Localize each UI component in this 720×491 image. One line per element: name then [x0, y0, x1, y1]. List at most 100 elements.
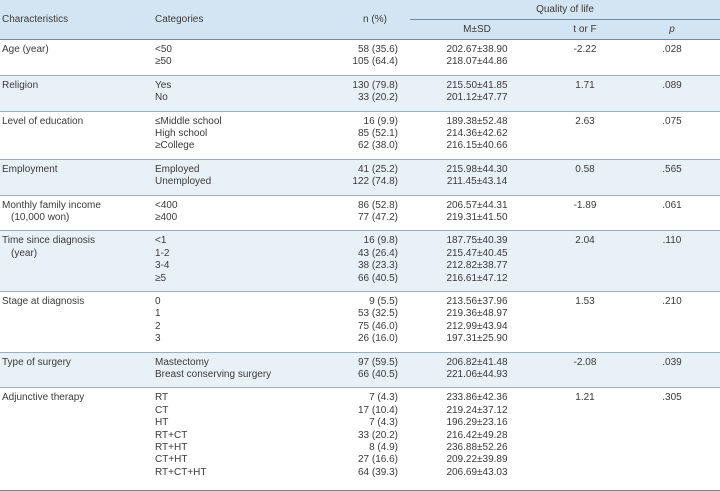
- mean-sd-cell: 189.38±52.48 214.36±42.62 216.15±40.66: [418, 116, 536, 153]
- n-percent-cell-line: 75 (46.0): [357, 320, 398, 332]
- p-value-cell: .210: [662, 296, 682, 307]
- p-value-cell: .110: [662, 235, 682, 247]
- n-percent-cell-line: 97 (59.5): [357, 356, 398, 368]
- category-cell-line: No: [155, 92, 168, 104]
- n-percent-cell-line: 122 (74.8): [352, 176, 398, 188]
- category-cell: <400 ≥400: [155, 200, 178, 225]
- mean-sd-cell-line: 212.99±43.94: [446, 320, 508, 332]
- mean-sd-cell-line: 209.22±39.89: [446, 454, 508, 466]
- mean-sd-cell-line: 219.24±37.12: [446, 404, 508, 416]
- n-percent-cell-line: 64 (39.3): [357, 466, 398, 478]
- characteristic-cell-line: Stage at diagnosis: [2, 296, 85, 307]
- n-percent-cell-line: 77 (47.2): [357, 212, 398, 223]
- p-value-cell: .028: [662, 44, 682, 55]
- n-percent-cell: 7 (4.3) 17 (10.4) 7 (4.3) 33 (20.2) 8 (4.9) 2…: [358, 392, 398, 479]
- category-cell: Yes No: [155, 80, 171, 105]
- header-n-percent: n (%): [363, 14, 387, 25]
- characteristic-cell: Adjunctive therapy: [2, 392, 84, 404]
- n-percent-cell: 41 (25.2) 122 (74.8): [352, 164, 398, 189]
- characteristic-cell: Monthly family income (10,000 won): [2, 200, 101, 225]
- mean-sd-cell-line: 215.98±44.30: [446, 163, 508, 175]
- t-or-f-cell: 2.63: [575, 115, 595, 127]
- characteristic-cell: Religion: [2, 80, 38, 92]
- table-row: Monthly family income (10,000 won) <400 ≥40…: [0, 196, 720, 231]
- characteristic-cell: Type of surgery: [2, 357, 71, 369]
- characteristic-cell: Stage at diagnosis: [2, 296, 84, 308]
- mean-sd-cell-line: 216.61±47.12: [446, 272, 508, 284]
- characteristic-cell-line: Level of education: [2, 115, 84, 127]
- mean-sd-cell-line: 206.82±41.48: [446, 356, 508, 368]
- category-cell-line: ≥400: [155, 212, 178, 223]
- mean-sd-cell-line: 215.47±40.45: [446, 247, 508, 259]
- n-percent-cell-line: 7 (4.3): [369, 417, 398, 429]
- mean-sd-cell-line: 196.29±23.16: [446, 417, 508, 429]
- header-categories: Categories: [155, 14, 204, 25]
- n-percent-cell-line: 8 (4.9): [369, 442, 398, 454]
- t-or-f-cell: -2.08: [573, 356, 597, 368]
- category-cell-line: <400: [155, 199, 178, 211]
- n-percent-cell: 58 (35.6) 105 (64.4): [352, 44, 398, 69]
- mean-sd-cell: 215.50±41.85 201.12±47.77: [418, 80, 536, 105]
- category-cell-line: CT: [155, 404, 169, 416]
- category-cell-line: RT+CT: [155, 429, 188, 441]
- table-row: Time since diagnosis (year) <1 1-2 3-4 ≥5 16 (…: [0, 231, 720, 291]
- characteristic-cell-line: Employment: [2, 163, 58, 175]
- mean-sd-cell-line: 206.57±44.31: [446, 199, 508, 211]
- n-percent-cell-line: 105 (64.4): [352, 56, 398, 68]
- mean-sd-cell-line: 202.67±38.90: [446, 44, 508, 55]
- n-percent-cell-line: 27 (16.6): [357, 454, 398, 466]
- p-value-cell: .075: [662, 115, 682, 127]
- t-or-f-cell: 0.58: [575, 163, 595, 175]
- mean-sd-cell-line: 236.88±52.26: [446, 442, 508, 454]
- category-cell-line: 1-2: [155, 247, 170, 259]
- category-cell-line: CT+HT: [155, 454, 188, 466]
- header-t-or-f: t or F: [573, 24, 597, 35]
- row-divider: [0, 351, 720, 353]
- characteristic-cell-line: Time since diagnosis: [2, 235, 96, 247]
- characteristic-cell: Employment: [2, 164, 58, 176]
- t-or-f-cell: 2.04: [575, 235, 595, 247]
- n-percent-cell-line: 38 (23.3): [357, 260, 398, 272]
- n-percent-cell-line: 85 (52.1): [357, 128, 398, 139]
- table-row: Level of education ≤Middle school High sch…: [0, 112, 720, 159]
- n-percent-cell-line: 130 (79.8): [352, 79, 398, 91]
- mean-sd-cell: 202.67±38.90 218.07±44.86: [418, 44, 536, 69]
- header-characteristics: Characteristics: [2, 14, 69, 25]
- mean-sd-cell-line: 212.82±38.77: [446, 260, 508, 272]
- n-percent-cell-line: 33 (20.2): [357, 429, 398, 441]
- n-percent-cell-line: 66 (40.5): [357, 272, 398, 284]
- category-cell-line: RT+CT+HT: [155, 466, 207, 478]
- mean-sd-cell-line: 215.50±41.85: [446, 79, 508, 91]
- n-percent-cell-line: 26 (16.0): [357, 333, 398, 345]
- characteristic-cell-line: (year): [11, 247, 38, 259]
- n-percent-cell-line: 86 (52.8): [357, 199, 398, 211]
- characteristic-cell-line: Monthly family income: [2, 199, 101, 211]
- header-rule: [0, 39, 720, 40]
- n-percent-cell-line: 7 (4.3): [369, 392, 398, 404]
- p-value-cell: .061: [662, 199, 682, 211]
- mean-sd-cell-line: 211.45±43.14: [446, 176, 508, 188]
- n-percent-cell: 130 (79.8) 33 (20.2): [352, 80, 398, 105]
- category-cell-line: Yes: [155, 79, 172, 91]
- category-cell-line: Mastectomy: [155, 356, 209, 368]
- n-percent-cell-line: 9 (5.5): [369, 296, 398, 307]
- n-percent-cell-line: 16 (9.8): [363, 235, 398, 247]
- mean-sd-cell-line: 219.36±48.97: [446, 308, 508, 320]
- mean-sd-cell: 233.86±42.36 219.24±37.12 196.29±23.16 216.…: [418, 392, 536, 479]
- mean-sd-cell-line: 201.12±47.77: [446, 92, 508, 104]
- quality-of-life-rule: [410, 19, 720, 20]
- table-row: Type of surgery Mastectomy Breast conservi…: [0, 352, 720, 388]
- table-row: Adjunctive therapy RT CT HT RT+CT RT+HT CT+HT R…: [0, 388, 720, 485]
- category-cell: Mastectomy Breast conserving surgery: [155, 357, 271, 382]
- row-divider: [0, 230, 720, 232]
- mean-sd-cell: 206.57±44.31 219.31±41.50: [418, 200, 536, 225]
- n-percent-cell-line: 16 (9.9): [363, 115, 398, 127]
- category-cell: <1 1-2 3-4 ≥5: [155, 235, 169, 285]
- n-percent-cell-line: 58 (35.6): [357, 44, 398, 55]
- category-cell-line: Unemployed: [155, 176, 212, 188]
- characteristic-cell-line: Age (year): [2, 44, 49, 55]
- n-percent-cell-line: 43 (26.4): [357, 247, 398, 259]
- header-mean-sd: M±SD: [463, 24, 491, 35]
- mean-sd-cell: 206.82±41.48 221.06±44.93: [418, 357, 536, 382]
- mean-sd-cell-line: 197.31±25.90: [446, 333, 508, 345]
